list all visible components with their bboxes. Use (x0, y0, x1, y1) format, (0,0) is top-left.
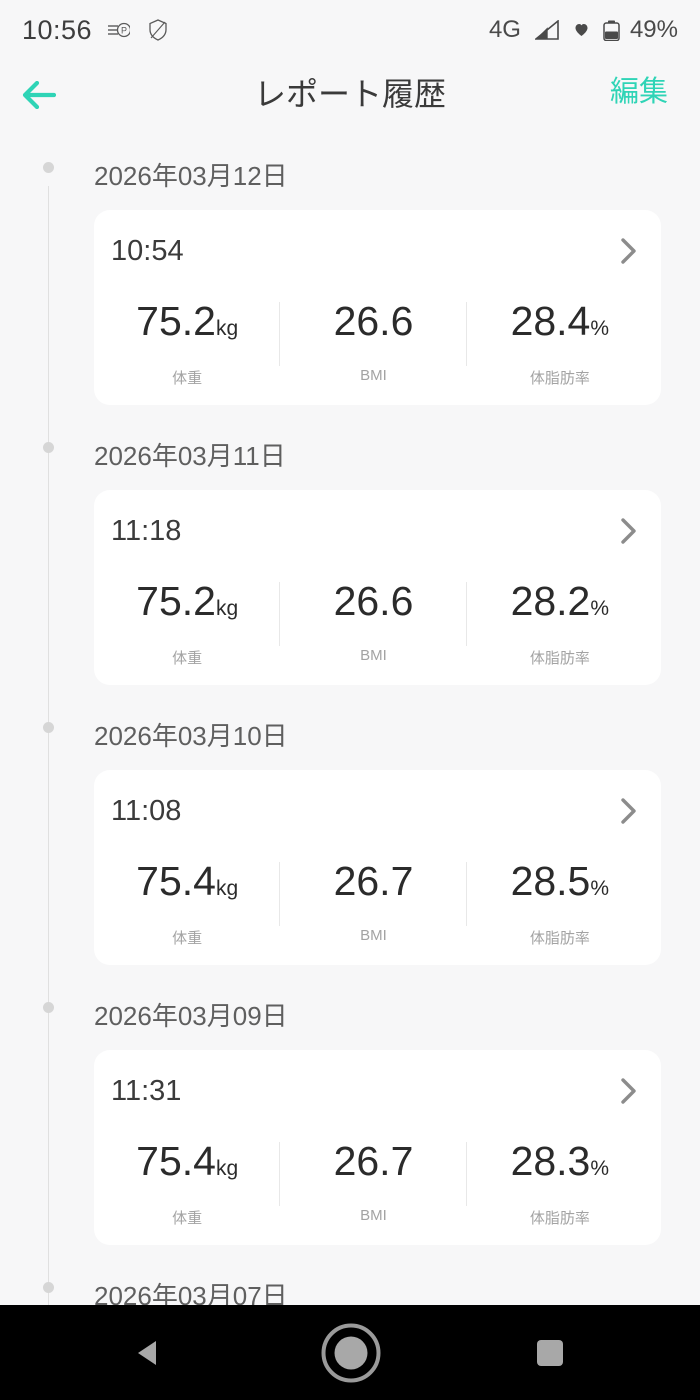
svg-text:P: P (121, 26, 127, 36)
